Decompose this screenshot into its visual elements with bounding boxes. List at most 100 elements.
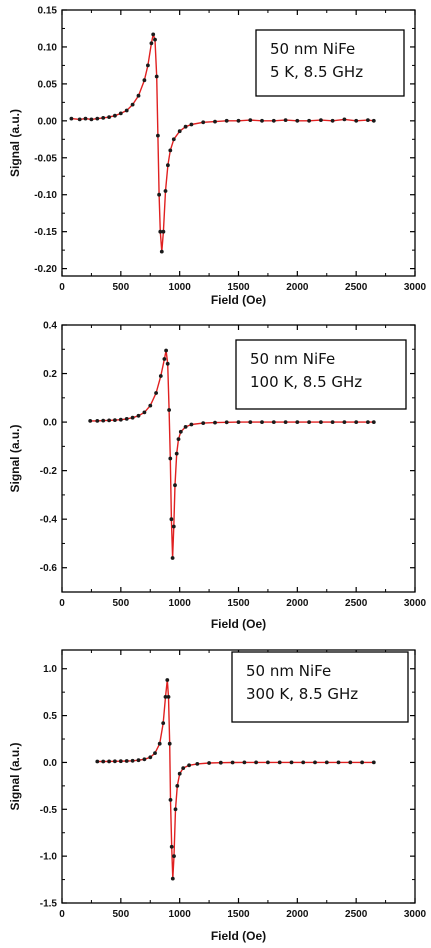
y-tick-label: -1.0 <box>40 852 58 863</box>
x-tick-label: 500 <box>112 909 129 920</box>
data-point <box>148 755 153 760</box>
data-point <box>173 807 178 812</box>
data-point <box>189 122 194 127</box>
data-point <box>171 524 176 529</box>
x-tick-label: 0 <box>59 909 65 920</box>
data-point <box>307 420 311 424</box>
data-point <box>230 760 235 765</box>
data-point <box>168 456 173 461</box>
data-point <box>170 556 175 560</box>
data-point <box>107 759 111 764</box>
y-tick-label: -0.05 <box>34 153 57 164</box>
y-tick-label: 0.15 <box>38 6 58 17</box>
data-point <box>201 120 206 125</box>
x-tick-label: 1500 <box>227 598 250 609</box>
data-point <box>354 420 359 424</box>
x-tick-label: 1000 <box>169 909 192 920</box>
data-point <box>77 117 82 122</box>
annotation-box <box>231 651 409 723</box>
y-tick-label: 0.00 <box>38 116 58 127</box>
y-tick-label: 0.0 <box>43 758 57 769</box>
annotation-box <box>255 29 405 97</box>
x-tick-label: 3000 <box>404 598 427 609</box>
data-point <box>271 118 276 123</box>
data-point <box>236 420 241 424</box>
data-point <box>167 741 172 746</box>
data-point <box>283 420 288 424</box>
data-point <box>153 751 157 755</box>
x-tick-label: 1500 <box>227 282 250 293</box>
data-point <box>324 760 329 765</box>
data-point <box>101 116 106 120</box>
x-tick-label: 3000 <box>404 282 427 293</box>
data-point <box>118 417 123 422</box>
data-point <box>161 229 166 234</box>
data-point <box>177 129 182 134</box>
x-tick-label: 2000 <box>286 909 309 920</box>
data-point <box>113 113 117 118</box>
data-point <box>153 37 157 42</box>
annotation-line-1: 50 nm NiFe <box>246 662 331 680</box>
x-tick-label: 500 <box>112 282 129 293</box>
data-point <box>172 854 176 858</box>
y-tick-label: 0.5 <box>43 711 57 722</box>
data-point <box>107 115 111 119</box>
data-point <box>187 763 192 768</box>
data-point <box>157 192 162 197</box>
data-point <box>107 418 111 423</box>
data-point <box>101 759 106 764</box>
data-point <box>236 118 241 123</box>
data-point <box>183 124 188 129</box>
annotation-line-1: 50 nm NiFe <box>270 40 355 58</box>
data-point <box>161 721 166 725</box>
data-point <box>260 118 264 123</box>
data-point <box>158 374 163 378</box>
x-tick-label: 2000 <box>286 598 309 609</box>
x-tick-label: 500 <box>112 598 129 609</box>
x-tick-label: 3000 <box>404 909 427 920</box>
data-point <box>242 760 247 765</box>
data-point <box>354 118 359 123</box>
data-point <box>271 420 276 424</box>
data-point <box>130 758 135 763</box>
y-tick-label: 0.05 <box>38 79 58 90</box>
data-point <box>167 408 172 412</box>
data-point <box>295 118 300 123</box>
x-tick-label: 1000 <box>169 282 192 293</box>
data-point <box>169 844 174 849</box>
data-point <box>371 760 376 765</box>
data-point <box>170 876 175 881</box>
data-point <box>159 249 164 254</box>
data-point <box>101 418 106 423</box>
fit-line <box>71 33 374 253</box>
data-point <box>148 403 153 408</box>
data-point <box>224 420 229 425</box>
data-point <box>248 420 253 424</box>
data-point <box>224 118 229 123</box>
data-point <box>154 391 159 395</box>
data-point <box>69 116 74 121</box>
data-point <box>336 760 341 765</box>
x-axis-label: Field (Oe) <box>211 293 266 307</box>
annotation-box <box>235 339 407 410</box>
data-point <box>173 483 177 488</box>
data-point <box>277 760 282 765</box>
data-point <box>88 419 93 423</box>
data-point <box>165 678 170 682</box>
data-point <box>342 117 347 122</box>
y-tick-label: -0.5 <box>40 805 58 816</box>
data-point <box>175 784 180 788</box>
data-point <box>330 420 335 424</box>
data-point <box>176 437 181 441</box>
annotation-line-2: 5 K, 8.5 GHz <box>270 63 363 81</box>
data-point <box>89 117 94 122</box>
data-point <box>163 695 168 699</box>
data-point <box>166 695 171 699</box>
data-point <box>130 102 135 107</box>
x-tick-label: 0 <box>59 598 65 609</box>
chart-panel-3: 0 500 1000 1500 2000 2500 3000 -1.5 -1.0 -0.5 0.0 0… <box>8 649 427 943</box>
data-point <box>319 420 323 424</box>
data-point <box>254 760 258 765</box>
y-tick-label: 0.4 <box>43 321 57 332</box>
y-axis-label: Signal (a.u.) <box>8 424 22 492</box>
